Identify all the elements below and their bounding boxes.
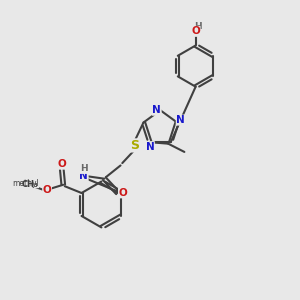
Text: O: O	[43, 185, 52, 195]
Text: methyl: methyl	[12, 179, 39, 188]
Text: O: O	[118, 188, 127, 198]
Text: H: H	[194, 22, 202, 31]
Text: CH₃: CH₃	[22, 180, 39, 189]
Text: O: O	[57, 159, 66, 169]
Text: S: S	[130, 139, 139, 152]
Text: N: N	[176, 115, 185, 125]
Text: N: N	[152, 105, 161, 115]
Text: N: N	[80, 171, 88, 181]
Text: O: O	[191, 26, 200, 36]
Text: N: N	[146, 142, 154, 152]
Text: H: H	[80, 164, 88, 173]
